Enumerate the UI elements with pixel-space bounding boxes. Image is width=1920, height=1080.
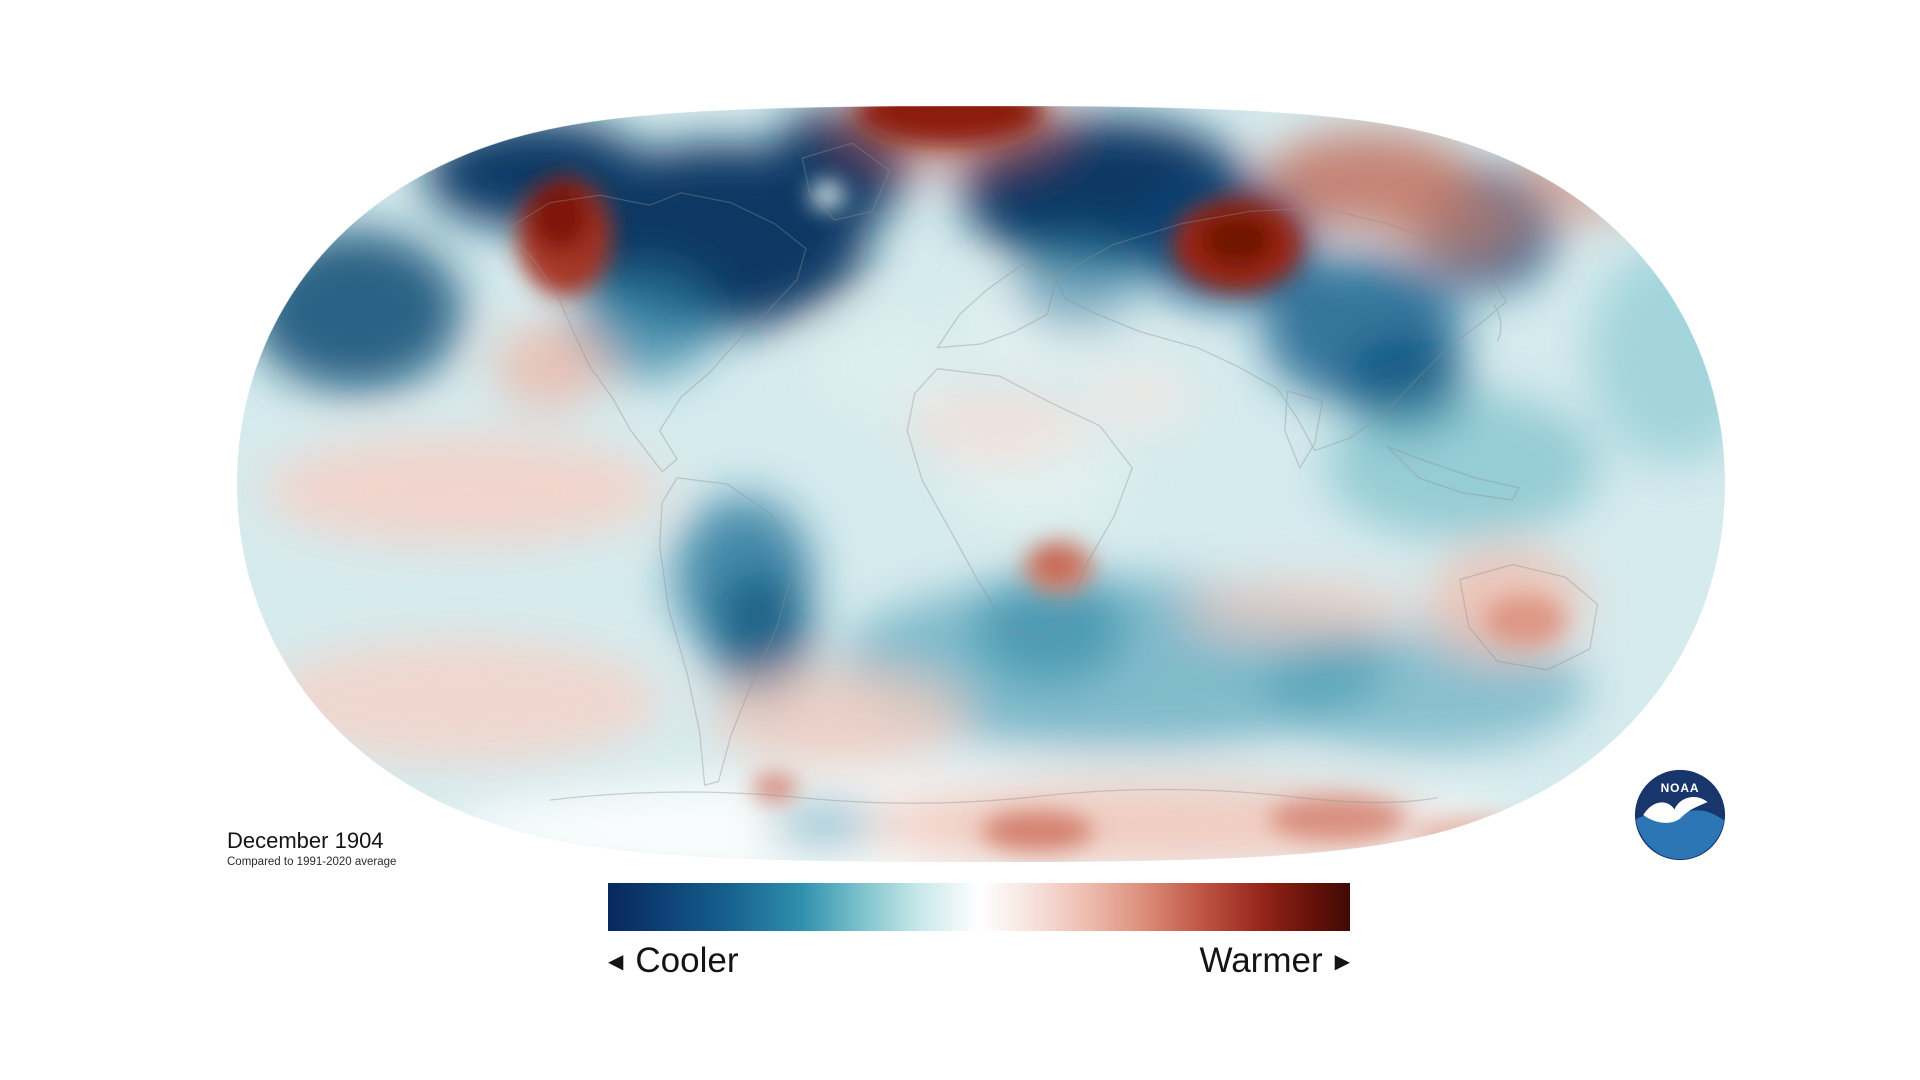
cooler-legend: ◀ Cooler	[608, 941, 739, 981]
world-anomaly-map	[237, 106, 1725, 862]
world-map-svg	[237, 106, 1725, 862]
anomaly-core-layer	[517, 106, 1565, 860]
warmer-label: Warmer	[1199, 941, 1323, 980]
cooler-label: Cooler	[635, 941, 739, 980]
map-date-label: December 1904	[227, 828, 384, 853]
coastline-layer	[505, 142, 1599, 804]
warmer-arrow-icon: ▶	[1334, 951, 1350, 973]
caption-block: December 1904 Compared to 1991-2020 aver…	[227, 828, 396, 870]
noaa-logo-icon: NOAA	[1634, 769, 1726, 861]
map-subtitle: Compared to 1991-2020 average	[227, 856, 397, 869]
legend-labels: ◀ Cooler Warmer ▶	[608, 941, 1350, 981]
colorbar-gradient	[608, 883, 1350, 931]
noaa-logo: NOAA	[1634, 769, 1726, 861]
noaa-logo-text: NOAA	[1661, 781, 1700, 795]
warmer-legend: Warmer ▶	[1199, 941, 1350, 981]
cooler-arrow-icon: ◀	[608, 951, 624, 973]
